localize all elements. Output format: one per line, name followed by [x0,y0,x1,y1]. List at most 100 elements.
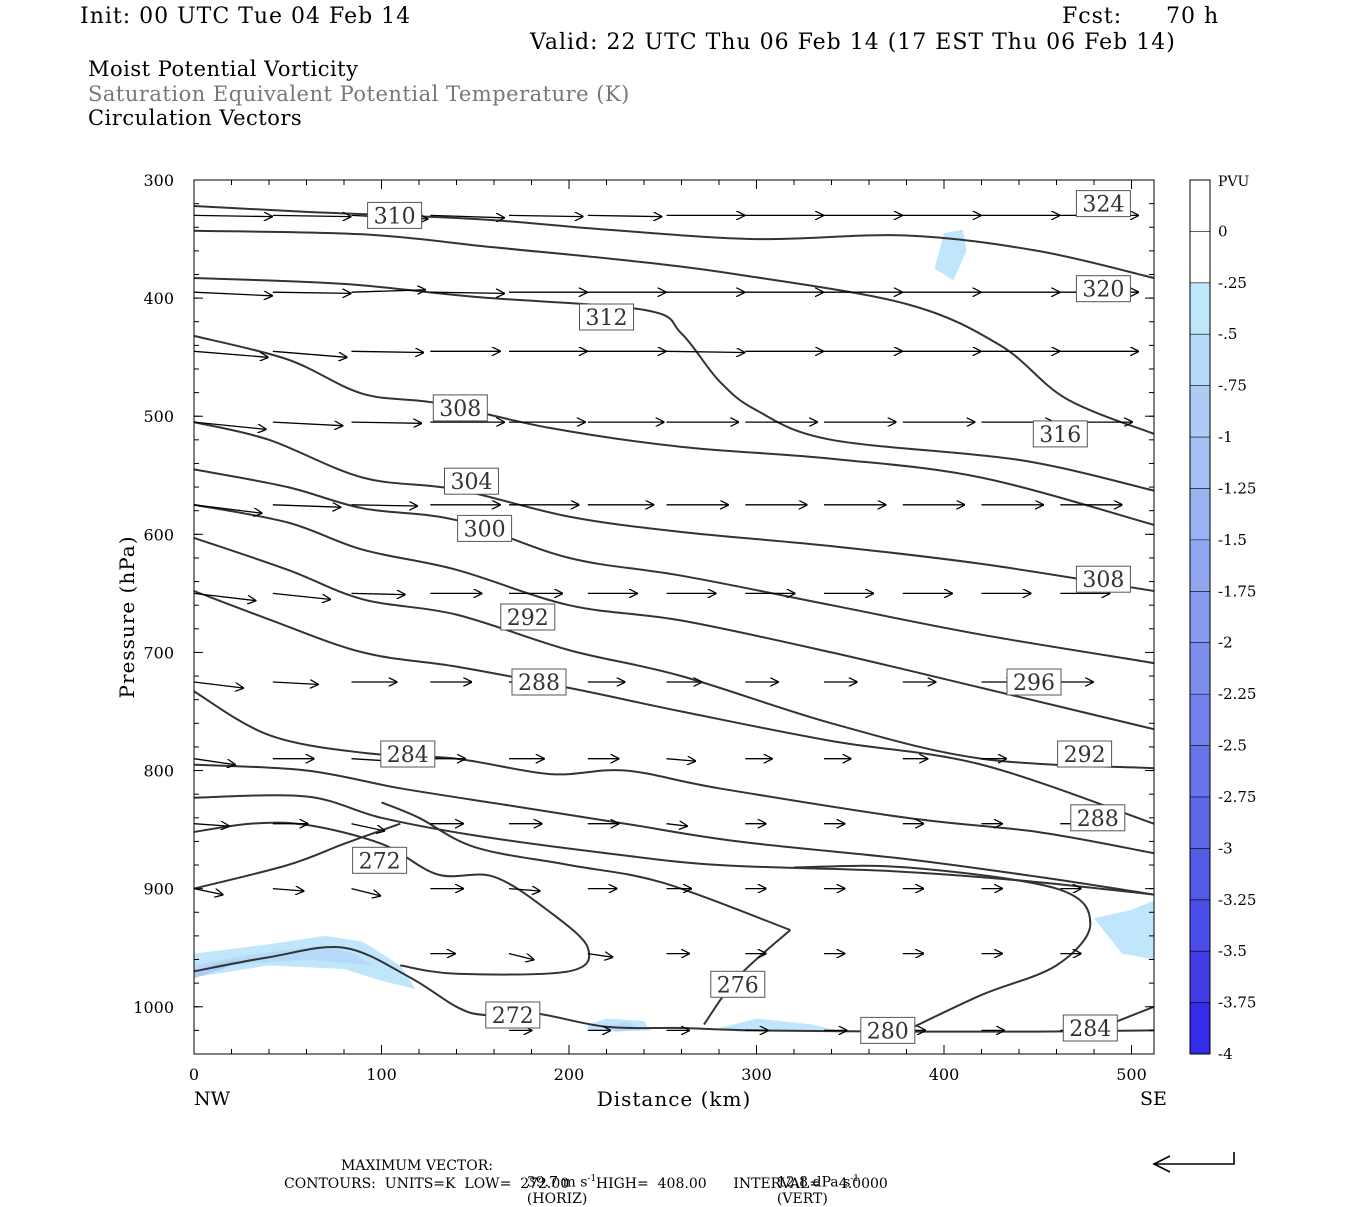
theta-contour-11 [193,794,1155,896]
colorbar-swatch-12 [1190,796,1210,849]
vector-6-1 [272,682,318,684]
contour-label-3: 312 [579,303,634,331]
vector-9-2 [351,887,381,896]
contour-label-text-3: 312 [586,306,628,331]
pv-shading [194,229,1154,1032]
contour-label-box-4 [432,394,488,422]
theta-contour-4 [193,421,1155,592]
forecast-hour: 70 h [1166,4,1220,29]
field-title-theta-es: Saturation Equivalent Potential Temperat… [88,82,630,106]
colorbar-label-7: -1.75 [1218,582,1256,600]
max-vector-label: MAXIMUM VECTOR: [341,1158,493,1174]
contour-label-text-13: 292 [1064,743,1106,768]
contour-label-box-15 [352,846,408,874]
forecast-label: Fcst: [1062,4,1123,29]
vector-0-1 [272,215,351,216]
contour-label-box-11 [1006,668,1062,696]
vector-4-2 [351,505,418,506]
contour-label-text-2: 320 [1082,278,1124,303]
valid-time: Valid: 22 UTC Thu 06 Feb 14 (17 EST Thu … [530,30,1176,55]
colorbar-label-11: -2.75 [1218,788,1256,806]
colorbar-label-13: -3.25 [1218,891,1256,909]
contour-label-5: 316 [1032,420,1088,448]
x-tick-label-0: 0 [189,1065,199,1084]
contour-label-text-15: 272 [359,849,401,874]
contour-label-12: 284 [380,740,436,768]
pv-region-0 [194,935,416,989]
colorbar-swatch-16 [1190,1002,1210,1055]
contour-label-box-2 [1075,275,1131,303]
contour-label-2: 320 [1075,275,1131,303]
contour-label-box-8 [1075,565,1131,593]
contour-label-4: 308 [432,394,488,422]
vector-3-1 [272,422,343,426]
contour-label-box-14 [1070,804,1126,832]
y-tick-label-0: 300 [143,171,174,190]
reference-vector-icon [1152,1152,1235,1173]
theta-contour-7 [193,536,1155,770]
contour-label-13: 292 [1057,740,1113,768]
theta-contour-3 [193,334,1155,526]
vector-4-1 [272,505,341,507]
max-vector-vert-unit: (VERT) [776,1190,828,1207]
vector-7-6 [666,759,696,761]
contour-label-box-12 [380,740,436,768]
field-title-vectors: Circulation Vectors [88,106,303,130]
colorbar-label-1: -.25 [1218,274,1247,292]
vector-8-0 [193,824,229,826]
vector-9-0 [193,887,223,895]
contour-label-box-13 [1057,740,1113,768]
contour-label-box-6 [444,467,499,495]
contour-label-0: 324 [1075,190,1131,218]
contour-label-14: 288 [1070,804,1126,832]
theta-contour-8 [193,590,1155,825]
y-tick-label-5: 800 [143,762,174,781]
vector-0-5 [587,215,662,216]
cross-section-chart: 324 310 320 312 308 316 304 300 308 292 288 296 284 2… [115,171,1256,1111]
colorbar-unit: PVU [1218,174,1250,190]
vert-exponent: -1 [850,1174,860,1184]
contour-label-text-0: 324 [1082,193,1124,218]
colorbar-label-5: -1.25 [1218,479,1256,497]
contour-label-text-7: 300 [464,517,506,542]
colorbar-label-9: -2.25 [1218,685,1256,703]
colorbar-swatch-7 [1190,539,1210,592]
contour-label-box-3 [579,303,634,331]
axes: 0 100 200 300 400 500 300 400 500 600 700 800 900 100… [133,171,1154,1084]
contour-info: CONTOURS: UNITS=K LOW= 272.00 HIGH= 408.… [284,1176,888,1192]
theta-contour-16 [193,822,401,890]
contour-label-text-18: 280 [867,1019,909,1044]
vector-2-2 [351,351,424,352]
vector-3-0 [193,421,266,429]
vector-6-0 [193,681,243,688]
colorbar-swatch-13 [1190,848,1210,901]
x-tick-label-2: 200 [554,1065,585,1084]
contour-label-text-16: 276 [717,973,759,998]
colorbar-label-4: -1 [1218,428,1233,446]
vector-9-4 [508,889,540,891]
vector-0-3 [430,215,504,217]
vector-8-2 [351,823,385,831]
colorbar-label-14: -3.5 [1218,942,1247,960]
contour-label-box-9 [500,603,556,631]
circulation-vectors [193,215,1138,1030]
y-tick-label-3: 600 [143,525,174,544]
vector-2-1 [272,350,347,357]
colorbar-label-3: -.75 [1218,377,1247,395]
contour-label-box-5 [1032,420,1088,448]
vector-10-2 [587,954,613,958]
y-tick-label-2: 500 [143,407,174,426]
max-vector-horiz-unit: (HORIZ) [526,1190,588,1207]
pv-region-1 [194,945,373,974]
contour-label-11: 296 [1006,668,1062,696]
colorbar-swatch-2 [1190,282,1210,335]
contour-label-text-12: 284 [387,743,429,768]
contour-label-text-9: 292 [507,606,549,631]
contour-label-text-4: 308 [439,397,481,422]
colorbar-swatch-3 [1190,334,1210,387]
contour-label-17: 272 [485,1001,541,1029]
contour-label-box-7 [457,514,513,542]
contour-label-18: 280 [860,1016,916,1044]
contour-label-text-19: 284 [1069,1017,1111,1042]
x-tick-label-3: 300 [741,1065,772,1084]
